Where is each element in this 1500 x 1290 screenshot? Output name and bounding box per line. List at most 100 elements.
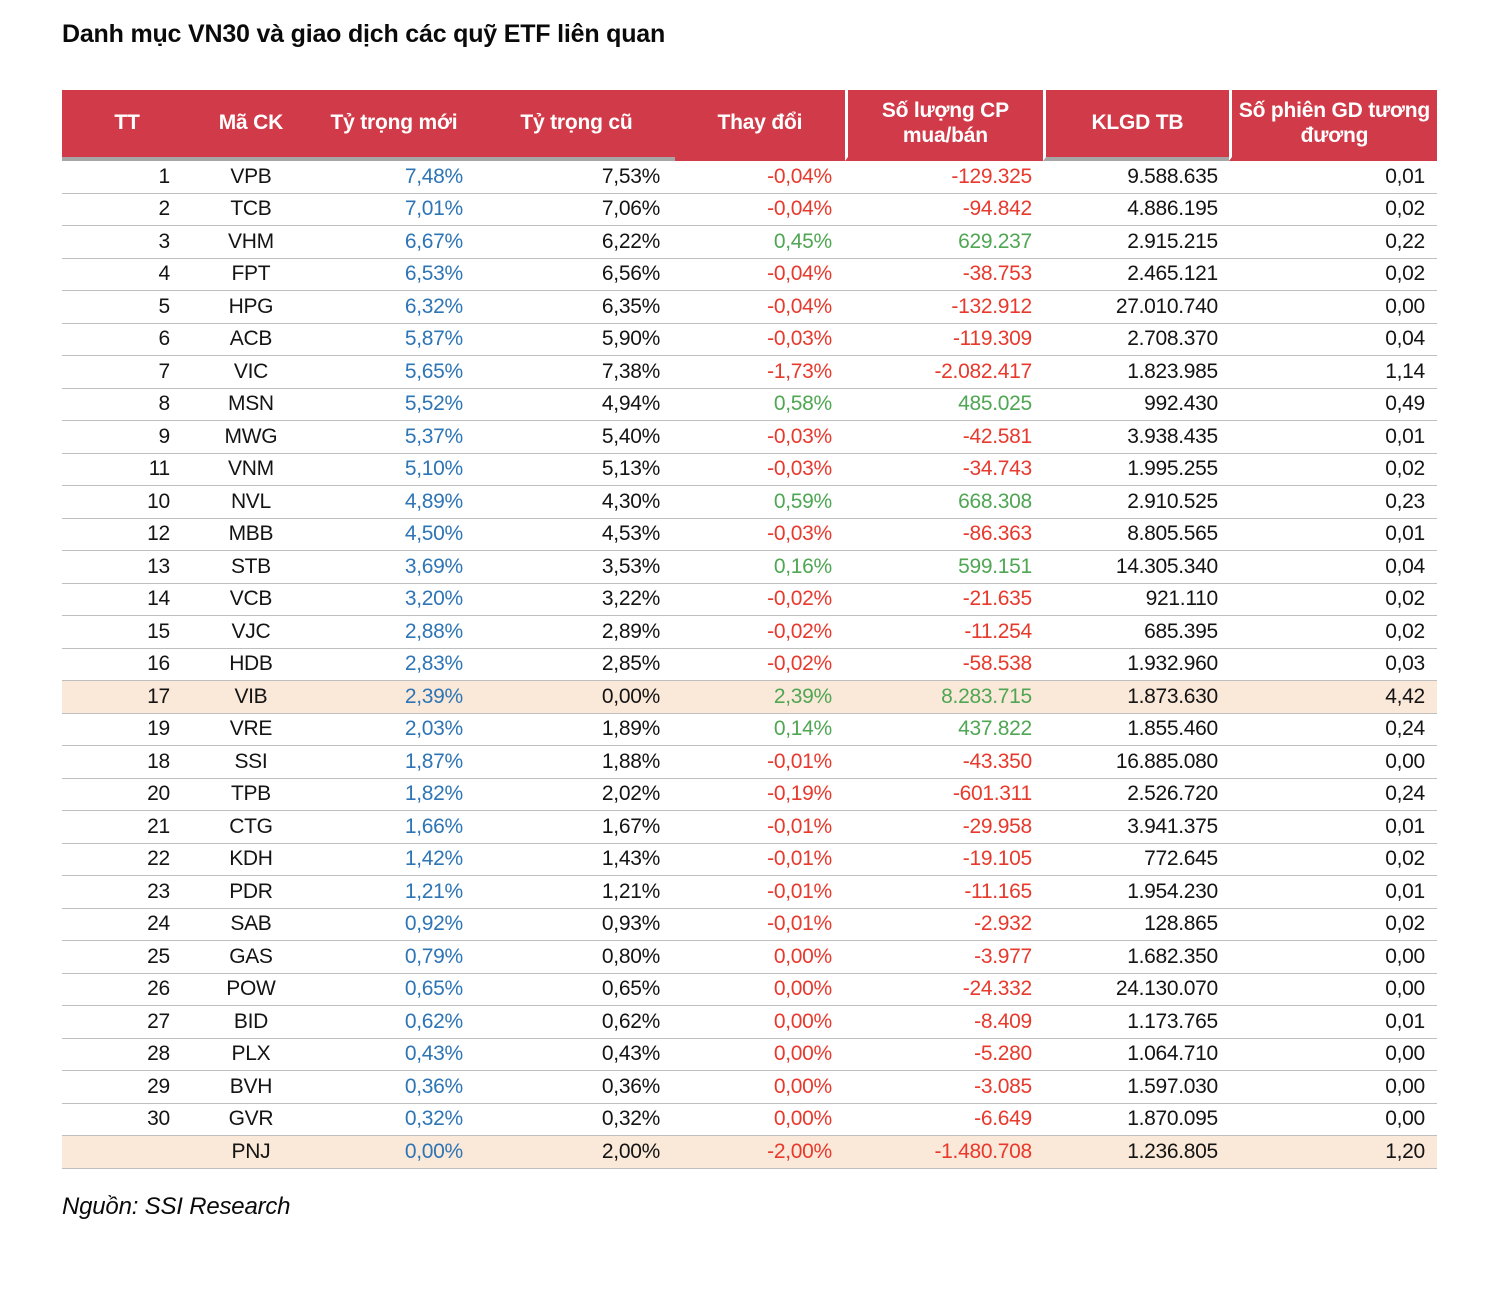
cell-old: 2,02% [601,782,660,806]
cell-new: 0,62% [404,1009,463,1033]
cell-code: BID [233,1009,268,1033]
cell-klgd: 1.873.630 [1127,684,1218,708]
cell-code: PLX [231,1042,271,1066]
cell-tt: 1 [158,164,171,188]
cell-new: 3,20% [404,587,463,611]
cell-klgd: 128.865 [1144,912,1218,936]
cell-klgd: 1.995.255 [1127,457,1218,481]
cell-code: MBB [228,522,274,546]
cell-klgd: 3.941.375 [1127,814,1218,838]
table-row: 14 VCB 3,20% 3,22% -0,02% -21.635 921.110 0,02 [62,583,1437,616]
cell-sessions: 0,00 [1385,944,1425,968]
cell-sessions: 0,02 [1385,262,1425,286]
cell-new: 1,42% [404,847,463,871]
cell-new: 1,82% [404,782,463,806]
cell-old: 7,53% [601,164,660,188]
cell-new: 1,66% [404,814,463,838]
cell-old: 0,80% [601,944,660,968]
cell-sessions: 1,14 [1385,359,1425,383]
cell-old: 5,13% [601,457,660,481]
cell-klgd: 1.870.095 [1127,1107,1218,1131]
cell-sessions: 0,02 [1385,197,1425,221]
cell-sessions: 0,01 [1385,424,1425,448]
cell-code: VIB [234,684,268,708]
cell-code: VHM [228,229,274,253]
cell-code: SAB [230,912,272,936]
cell-shares: -2.932 [974,912,1032,936]
cell-tt: 24 [147,912,170,936]
cell-sessions: 0,00 [1385,1042,1425,1066]
cell-code: KDH [229,847,273,871]
cell-change: 0,16% [773,554,832,578]
cell-shares: -8.409 [974,1009,1032,1033]
cell-tt: 22 [147,847,170,871]
cell-old: 3,53% [601,554,660,578]
cell-old: 1,89% [601,717,660,741]
cell-new: 0,92% [404,912,463,936]
cell-sessions: 0,02 [1385,457,1425,481]
table-row: 24 SAB 0,92% 0,93% -0,01% -2.932 128.865 0,02 [62,908,1437,941]
cell-shares: -601.311 [952,782,1032,806]
cell-tt: 25 [147,944,170,968]
header-cell-sessions: Số phiên GD tương đương [1228,90,1437,161]
table-row: 15 VJC 2,88% 2,89% -0,02% -11.254 685.395 0,02 [62,616,1437,649]
header-cell-change: Thay đổi [674,90,845,161]
cell-new: 7,01% [404,197,463,221]
cell-shares: -119.309 [952,327,1032,351]
cell-old: 1,43% [601,847,660,871]
cell-code: POW [226,977,276,1001]
cell-change: 0,14% [773,717,832,741]
cell-klgd: 2.910.525 [1127,489,1218,513]
cell-change: -0,19% [767,782,832,806]
cell-tt: 10 [147,489,170,513]
cell-code: VJC [231,619,271,643]
cell-code: GAS [229,944,273,968]
cell-klgd: 16.885.080 [1115,749,1218,773]
cell-sessions: 0,01 [1385,879,1425,903]
cell-tt: 26 [147,977,170,1001]
cell-klgd: 1.682.350 [1127,944,1218,968]
cell-old: 5,90% [601,327,660,351]
table-row: 11 VNM 5,10% 5,13% -0,03% -34.743 1.995.255 0,0… [62,453,1437,486]
table-row: 17 VIB 2,39% 0,00% 2,39% 8.283.715 1.873.630 4,… [62,681,1437,714]
cell-change: 0,00% [773,977,832,1001]
cell-new: 5,10% [404,457,463,481]
cell-old: 7,06% [601,197,660,221]
table-row: 2 TCB 7,01% 7,06% -0,04% -94.842 4.886.195 0,02 [62,193,1437,226]
cell-old: 2,00% [601,1139,660,1163]
vn30-etf-table: TT Mã CK Tỷ trọng mới Tỷ trọng cũ Thay đổi Số… [62,90,1437,1169]
cell-new: 0,43% [404,1042,463,1066]
cell-code: HPG [228,294,274,318]
cell-old: 6,56% [601,262,660,286]
cell-code: MWG [224,424,278,448]
cell-tt: 15 [147,619,170,643]
cell-klgd: 4.886.195 [1127,197,1218,221]
cell-change: -0,01% [767,912,832,936]
cell-shares: -38.753 [962,262,1032,286]
cell-shares: -3.977 [974,944,1032,968]
table-row: 4 FPT 6,53% 6,56% -0,04% -38.753 2.465.121 0,02 [62,258,1437,291]
cell-shares: -1.480.708 [934,1139,1032,1163]
cell-klgd: 1.855.460 [1127,717,1218,741]
cell-new: 0,79% [404,944,463,968]
cell-new: 7,48% [404,164,463,188]
cell-old: 0,32% [601,1107,660,1131]
cell-klgd: 921.110 [1145,587,1219,611]
cell-change: -0,04% [767,294,832,318]
cell-shares: -58.538 [962,652,1032,676]
cell-shares: -24.332 [962,977,1032,1001]
cell-code: CTG [229,814,273,838]
header-cell-code: Mã CK [191,90,310,161]
cell-old: 1,67% [601,814,660,838]
cell-change: -0,04% [767,164,832,188]
cell-code: BVH [229,1074,273,1098]
cell-sessions: 0,00 [1385,294,1425,318]
cell-old: 4,53% [601,522,660,546]
cell-code: VIC [233,359,268,383]
cell-shares: -21.635 [962,587,1032,611]
cell-change: -0,01% [767,847,832,871]
cell-change: -0,01% [767,879,832,903]
cell-change: 0,00% [773,944,832,968]
table-row: 8 MSN 5,52% 4,94% 0,58% 485.025 992.430 0,49 [62,388,1437,421]
cell-old: 0,00% [601,684,660,708]
